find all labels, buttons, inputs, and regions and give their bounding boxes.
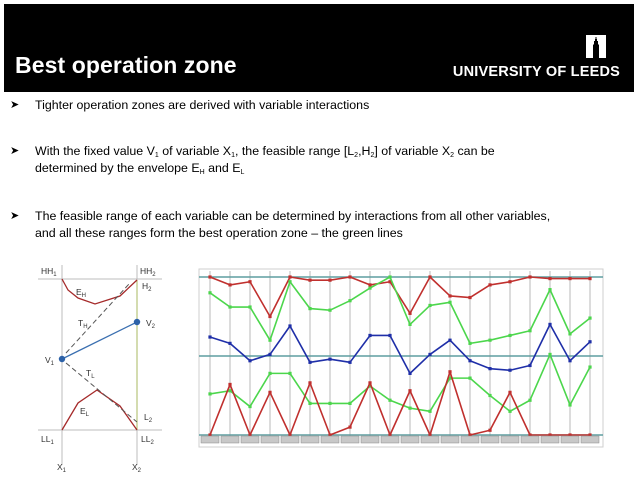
arrowhead-bullet-icon: ➤ xyxy=(10,145,20,157)
lower-tangent-line xyxy=(65,362,138,423)
svg-text:V1: V1 xyxy=(45,355,55,367)
slide-title: Best operation zone xyxy=(15,52,237,78)
svg-text:X1: X1 xyxy=(57,462,67,474)
svg-text:H2: H2 xyxy=(142,281,152,293)
operation-zone-chart xyxy=(198,268,604,448)
bullet-text-line: determined by the envelope EH and EL xyxy=(35,161,245,176)
upper-envelope-curve xyxy=(61,278,138,305)
bullet-text: Tighter operation zones are derived with… xyxy=(35,98,370,112)
bullet-text-line: With the fixed value V1 of variable X1, … xyxy=(35,144,495,159)
lower-envelope-curve xyxy=(61,389,138,431)
svg-text:TL: TL xyxy=(86,368,95,380)
svg-text:L2: L2 xyxy=(144,412,153,424)
svg-text:LL2: LL2 xyxy=(141,434,154,446)
svg-text:HH1: HH1 xyxy=(41,266,57,278)
svg-text:HH2: HH2 xyxy=(140,266,156,278)
line-chart-svg xyxy=(198,268,604,448)
arrowhead-bullet-icon: ➤ xyxy=(10,99,20,111)
arrowhead-bullet-icon: ➤ xyxy=(10,210,20,222)
bullet-text-line: and all these ranges form the best opera… xyxy=(35,226,403,240)
svg-text:EL: EL xyxy=(80,406,90,418)
slide-header: Best operation zone UNIVERSITY OF LEEDS xyxy=(4,4,634,92)
v1-v2-line xyxy=(61,321,138,360)
svg-text:V2: V2 xyxy=(146,318,156,330)
svg-text:LL1: LL1 xyxy=(41,434,54,446)
v1-point xyxy=(58,355,66,363)
institution-name: UNIVERSITY OF LEEDS xyxy=(452,64,620,80)
v2-point xyxy=(133,318,141,326)
envelope-diagram: HH1 HH2 H2 EH TH V2 V1 TL EL L2 LL1 LL2 … xyxy=(30,260,180,475)
university-tower-logo-icon xyxy=(586,35,606,58)
bullet-text-line: The feasible range of each variable can … xyxy=(35,209,551,223)
svg-text:X2: X2 xyxy=(132,462,142,474)
svg-text:TH: TH xyxy=(78,318,88,330)
svg-text:EH: EH xyxy=(76,287,86,299)
